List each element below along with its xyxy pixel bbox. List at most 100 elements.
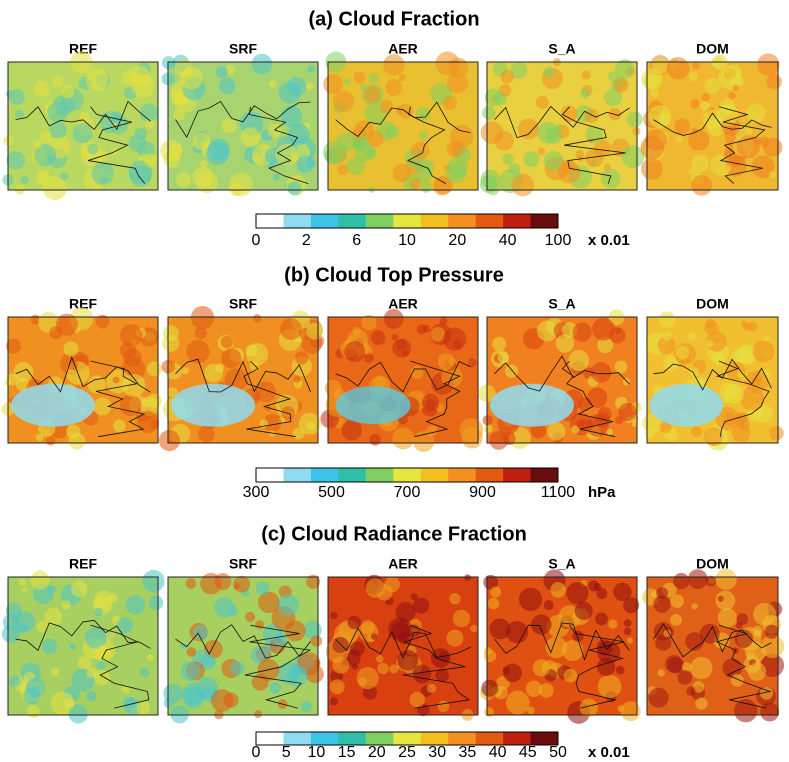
map-texture xyxy=(566,582,589,605)
map-texture xyxy=(144,153,158,167)
map-texture xyxy=(685,632,704,651)
map-texture xyxy=(623,597,640,614)
map-texture xyxy=(359,83,366,91)
map-texture xyxy=(588,580,600,592)
colorbar-cell xyxy=(530,214,559,228)
map-texture xyxy=(538,683,554,698)
colorbar-cell xyxy=(365,468,394,482)
map-texture xyxy=(146,654,154,662)
map-texture xyxy=(717,595,724,602)
map-texture xyxy=(648,687,669,708)
panel-title: (a) Cloud Fraction xyxy=(308,8,479,30)
map-texture xyxy=(112,419,126,433)
map-texture xyxy=(344,341,366,363)
map-texture xyxy=(555,334,575,353)
map-texture xyxy=(531,614,552,635)
colorbar-cell xyxy=(420,732,449,745)
map-texture xyxy=(5,602,22,619)
map-texture xyxy=(560,105,578,123)
map-texture xyxy=(410,593,418,601)
map xyxy=(322,51,479,196)
colorbar-label: 100 xyxy=(545,232,572,249)
colorbar-unit: x 0.01 xyxy=(588,232,630,249)
colorbar-cell xyxy=(530,732,559,745)
map-texture xyxy=(409,691,425,708)
map-texture xyxy=(18,623,29,634)
map-texture xyxy=(307,65,315,73)
map-texture xyxy=(724,384,744,404)
map-texture xyxy=(511,173,535,197)
map-texture xyxy=(392,163,412,183)
border-line xyxy=(494,355,630,392)
map-texture xyxy=(180,661,201,682)
map-texture xyxy=(229,172,253,197)
map-texture xyxy=(182,682,205,706)
map-texture xyxy=(296,155,315,174)
map-texture xyxy=(421,393,440,412)
map-texture xyxy=(215,66,228,79)
border-line xyxy=(653,623,772,658)
map xyxy=(163,572,324,724)
map-texture xyxy=(489,430,509,450)
map-texture xyxy=(61,600,71,610)
map-texture xyxy=(72,123,93,144)
map-texture xyxy=(341,419,363,441)
border-line xyxy=(175,358,311,393)
map xyxy=(1,307,162,450)
colorbar-cell xyxy=(365,732,394,745)
map-texture xyxy=(267,123,282,138)
map-texture xyxy=(42,176,67,201)
colorbar-cell xyxy=(283,732,312,745)
map-texture xyxy=(108,593,118,603)
map-texture xyxy=(446,629,464,647)
colorbar-cell xyxy=(256,468,284,482)
map-texture xyxy=(170,705,189,724)
map-label: DOM xyxy=(696,296,729,312)
panel-title: (c) Cloud Radiance Fraction xyxy=(261,523,527,545)
map-texture xyxy=(442,95,458,110)
map-texture xyxy=(479,174,498,193)
map-texture xyxy=(284,620,306,642)
map-texture xyxy=(84,627,107,649)
map-texture xyxy=(692,62,700,70)
map-frame xyxy=(486,61,638,191)
map-texture xyxy=(674,118,691,135)
map-texture xyxy=(370,330,386,345)
map-texture xyxy=(412,664,432,684)
map-texture xyxy=(49,121,67,139)
map-frame xyxy=(167,61,319,191)
map-texture xyxy=(632,127,641,136)
map-label: REF xyxy=(69,296,97,312)
map-texture xyxy=(395,601,416,623)
panel-title: (b) Cloud Top Pressure xyxy=(284,264,504,286)
map-texture xyxy=(704,77,720,94)
map-texture xyxy=(484,88,503,107)
map-texture xyxy=(482,106,496,120)
map-texture xyxy=(323,74,343,94)
map-label: AER xyxy=(388,296,418,312)
border-line xyxy=(715,360,770,437)
map-texture xyxy=(489,618,511,640)
map-texture xyxy=(251,53,273,75)
map-texture xyxy=(18,578,27,587)
map-texture xyxy=(691,603,698,610)
map-texture xyxy=(688,168,695,175)
map-texture xyxy=(385,79,403,97)
map-texture xyxy=(470,624,478,633)
colorbar-label: 25 xyxy=(398,744,416,761)
colorbar-cell xyxy=(283,214,312,228)
map-texture xyxy=(87,375,106,394)
border-line xyxy=(243,360,296,438)
colorbar-cell xyxy=(338,732,367,745)
map-texture xyxy=(36,621,49,633)
map-label: S_A xyxy=(548,556,575,572)
map-texture xyxy=(490,586,502,598)
colorbar-label: 30 xyxy=(428,744,446,761)
map-texture xyxy=(60,172,69,181)
map-texture xyxy=(199,160,208,169)
map-texture xyxy=(432,176,452,196)
map-texture xyxy=(306,322,324,340)
map-texture xyxy=(224,368,248,391)
map-texture xyxy=(517,118,539,140)
map-texture xyxy=(532,659,551,677)
